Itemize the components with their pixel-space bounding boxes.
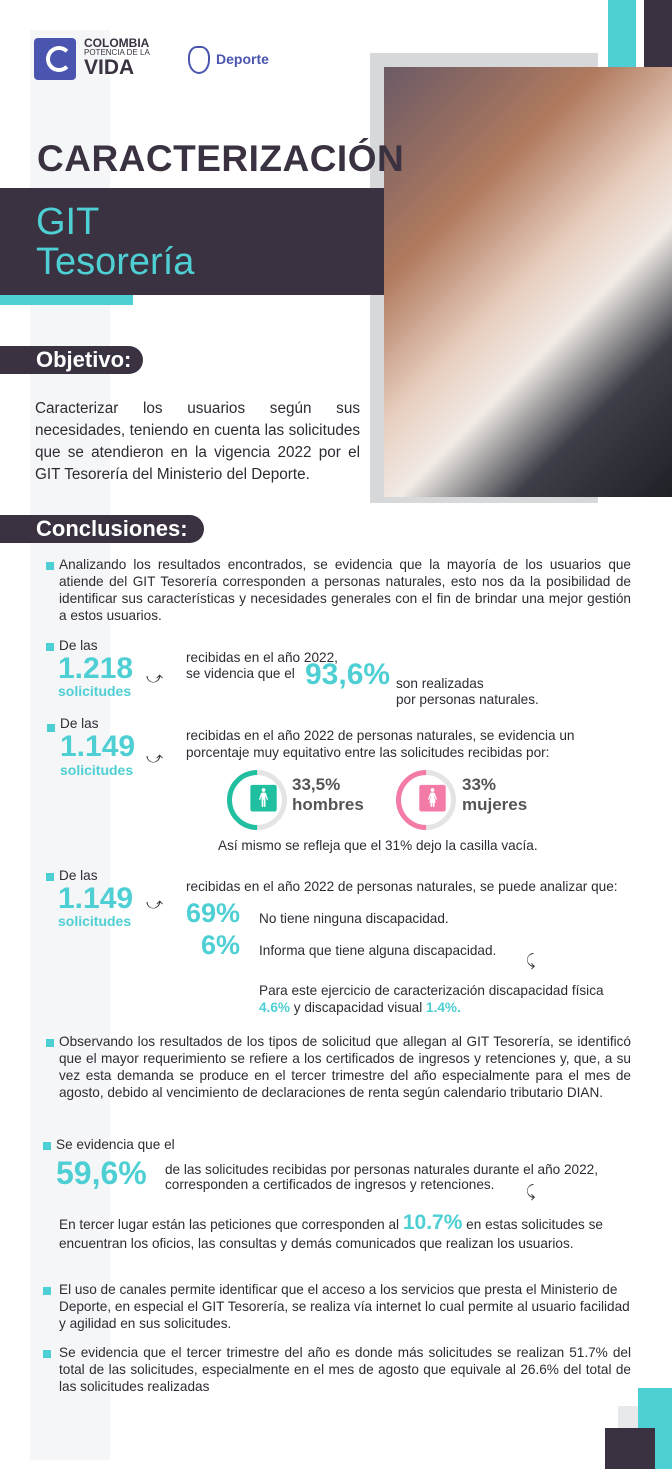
curved-arrow-icon: ⤻ [146, 670, 164, 687]
stat1-text1: recibidas en el año 2022, [186, 650, 338, 665]
stat4-text: de las solicitudes recibidas por persona… [165, 1162, 598, 1192]
bullet-icon [47, 724, 55, 732]
ministry-name: Deporte [216, 51, 269, 67]
women-label: mujeres [462, 795, 528, 814]
stat4-third: En tercer lugar están las peticiones que… [59, 1211, 629, 1253]
curved-arrow-icon: ⤻ [522, 952, 540, 970]
logo-line2: POTENCIA DE LA [84, 48, 150, 57]
subtitle-band: GIT Tesorería [0, 188, 384, 295]
stat1-percent: 93,6% [305, 658, 391, 691]
logo-line1: COLOMBIA [84, 36, 150, 50]
woman-icon: 🚺︎ [416, 783, 450, 813]
petitions-percent: 10.7% [402, 1211, 463, 1234]
women-stat: 33% mujeres [462, 775, 527, 815]
no-disability-percent: 69% [186, 898, 241, 928]
stat1-text3: son realizadas [396, 676, 484, 691]
bullet-icon [43, 1287, 51, 1295]
stat1-lead: De las [59, 638, 98, 653]
visual-disability-percent: 1.4%. [426, 1000, 461, 1015]
disability-detail-text: Para este ejercicio de caracterización d… [259, 983, 604, 998]
bullet-icon [43, 1350, 51, 1358]
stat2-text: recibidas en el año 2022 de personas nat… [186, 728, 575, 760]
no-disability-label: No tiene ninguna discapacidad. [259, 911, 449, 926]
disability-label: Informa que tiene alguna discapacidad. [259, 943, 497, 958]
page-title: CARACTERIZACIÓN [37, 138, 405, 179]
stat3-number: 1.149 [58, 882, 134, 915]
men-percent: 33,5% [292, 775, 341, 794]
objective-text: Caracterizar los usuarios según sus nece… [35, 400, 360, 483]
colombia-logo-text: COLOMBIA POTENCIA DE LA VIDA [84, 37, 150, 78]
conclusion-1: Analizando los resultados encontrados, s… [59, 557, 631, 623]
men-ring-chart [227, 770, 287, 830]
stat1-text2: se videncia que el [186, 666, 295, 681]
stat2-note: Así mismo se refleja que el 31% dejo la … [218, 838, 538, 853]
stat4-text3: En tercer lugar están las peticiones que… [59, 1217, 400, 1232]
curved-arrow-icon: ⤻ [522, 1183, 540, 1201]
subtitle: GIT Tesorería [36, 202, 194, 282]
bullet-icon [46, 562, 54, 570]
man-icon: 🚹︎ [247, 783, 281, 813]
stat4-text4: en estas solicitudes se encuentran los o… [59, 1217, 603, 1251]
logo-line3: VIDA [84, 56, 135, 79]
stat2-lead: De las [60, 716, 99, 731]
men-label: hombres [292, 795, 364, 814]
stat3-text: recibidas en el año 2022 de personas nat… [186, 879, 618, 894]
stat1-unit: solicitudes [58, 683, 132, 699]
conclusion-4: Se evidencia que el tercer trimestre del… [59, 1345, 631, 1394]
stat1-number: 1.218 [58, 652, 134, 685]
subtitle-underline [0, 295, 133, 305]
decor-teal-bar [608, 0, 636, 78]
stat1-text4: por personas naturales. [396, 692, 539, 707]
women-ring-chart [396, 770, 456, 830]
curved-arrow-icon: ⤻ [146, 750, 164, 767]
disability-detail-text2: y discapacidad visual [293, 1000, 423, 1015]
calculator-photo [384, 67, 672, 497]
objective-heading: Objetivo: [0, 346, 144, 374]
stat3-lead: De las [59, 868, 98, 883]
subtitle-line2: Tesorería [36, 241, 195, 283]
stat4-text1: de las solicitudes recibidas por persona… [165, 1162, 599, 1177]
bullet-icon [46, 873, 54, 881]
stat4-text2: corresponden a certificados de ingresos … [165, 1177, 495, 1192]
coat-of-arms-icon [188, 46, 210, 74]
physical-disability-percent: 4.6% [259, 1000, 290, 1015]
women-percent: 33% [462, 775, 497, 794]
disability-percent: 6% [201, 930, 241, 960]
subtitle-line1: GIT [36, 201, 100, 243]
conclusion-2: Observando los resultados de los tipos d… [59, 1034, 631, 1100]
stat2-number: 1.149 [60, 730, 136, 763]
decor-dark-block [605, 1428, 655, 1469]
certificates-percent: 59,6% [56, 1155, 147, 1191]
stat4-lead: Se evidencia que el [56, 1137, 175, 1152]
men-stat: 33,5% hombres [292, 775, 364, 815]
stat2-unit: solicitudes [60, 762, 134, 778]
stat3-unit: solicitudes [58, 913, 132, 929]
conclusion-3: El uso de canales permite identificar qu… [59, 1282, 630, 1331]
conclusions-heading: Conclusiones: [0, 515, 204, 543]
disability-detail: Para este ejercicio de caracterización d… [259, 982, 629, 1016]
bullet-icon [46, 1039, 54, 1047]
colombia-logo-icon [34, 38, 76, 80]
bullet-icon [43, 1142, 51, 1150]
bullet-icon [46, 643, 54, 651]
curved-arrow-icon: ⤻ [146, 896, 164, 913]
